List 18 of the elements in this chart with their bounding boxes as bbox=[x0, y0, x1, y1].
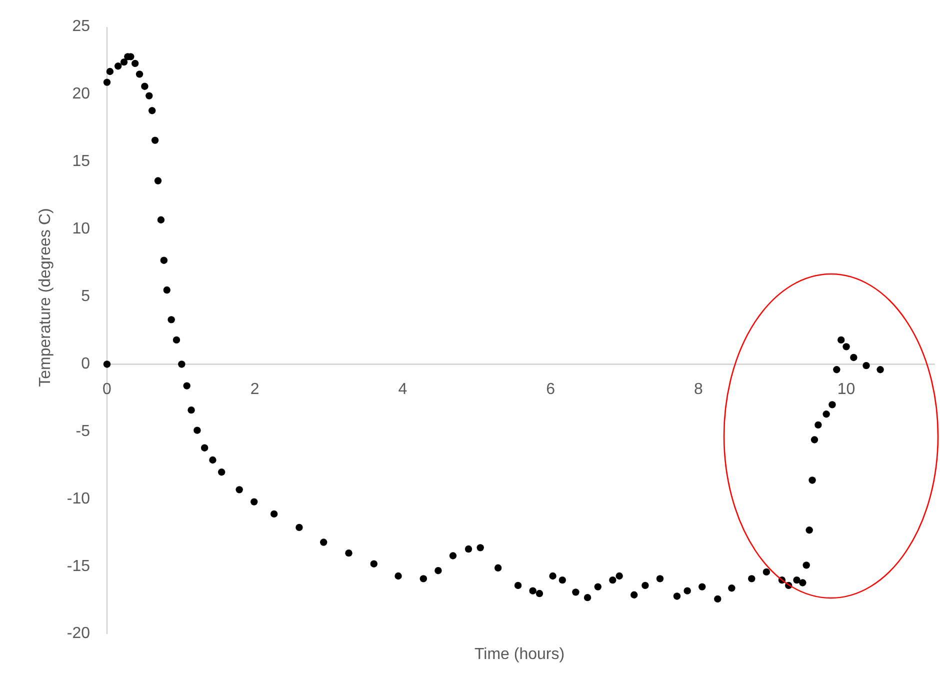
y-tick-label: 20 bbox=[72, 86, 90, 103]
x-tick-label: 6 bbox=[546, 381, 556, 398]
y-tick-label: -5 bbox=[76, 422, 90, 440]
y-axis-title: Temperature (degrees C) bbox=[37, 208, 54, 387]
x-tick-label: 2 bbox=[250, 381, 260, 398]
y-tick-label: 15 bbox=[72, 153, 90, 170]
x-axis-title: Time (hours) bbox=[474, 646, 565, 663]
y-tick-label: 25 bbox=[72, 18, 90, 36]
y-tick-label: 0 bbox=[81, 355, 90, 372]
y-tick-label: -10 bbox=[66, 490, 90, 508]
y-tick-label: -15 bbox=[66, 558, 90, 575]
y-tick-label: -20 bbox=[66, 625, 90, 642]
x-tick-label: 8 bbox=[694, 381, 703, 398]
x-tick-label: 0 bbox=[102, 381, 112, 398]
x-tick-label: 4 bbox=[398, 381, 408, 398]
y-tick-label: 10 bbox=[72, 220, 90, 238]
y-tick-label: 5 bbox=[81, 288, 90, 306]
x-tick-label: 10 bbox=[837, 381, 856, 398]
